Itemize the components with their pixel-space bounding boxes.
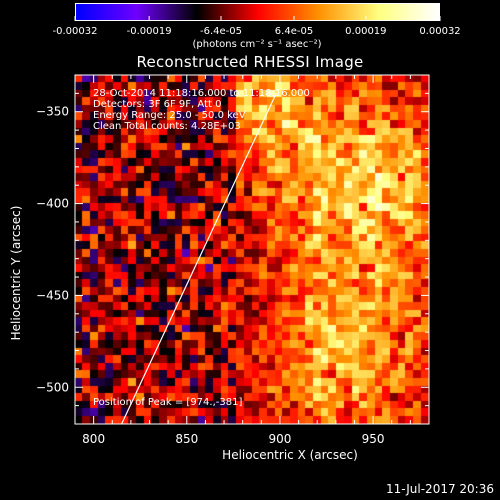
y-tick-label: −350 bbox=[36, 105, 69, 119]
annotation-time-range: 28-Oct-2014 11:18:16.000 to 11:18:16.000 bbox=[93, 88, 310, 99]
x-tick-label: 850 bbox=[175, 432, 198, 446]
x-tick-label: 950 bbox=[362, 432, 385, 446]
colorbar-ticks bbox=[74, 16, 441, 21]
colorbar-tick-label: -0.00019 bbox=[126, 26, 172, 37]
colorbar bbox=[75, 3, 440, 21]
x-axis-label: Heliocentric X (arcsec) bbox=[222, 448, 358, 462]
footer-timestamp: 11-Jul-2017 20:36 bbox=[385, 482, 494, 496]
colorbar-tick-label: -6.4e-05 bbox=[200, 26, 242, 37]
y-tick-label: −500 bbox=[36, 380, 69, 394]
colorbar-tick-label: 0.00032 bbox=[419, 26, 461, 37]
annotation-clean-counts: Clean Total counts: 4.28E+03 bbox=[93, 121, 241, 132]
annotation-detectors: Detectors: 3F 6F 9F, Att 0 bbox=[93, 99, 222, 110]
colorbar-unit-label: (photons cm⁻² s⁻¹ asec⁻²) bbox=[192, 39, 322, 50]
solar-limb-line bbox=[121, 93, 277, 425]
x-tick-label: 900 bbox=[268, 432, 291, 446]
annotation-peak-position: Position of Peak = [974.,-381] bbox=[93, 397, 243, 408]
x-tick-label: 800 bbox=[82, 432, 105, 446]
y-tick-label: −450 bbox=[36, 288, 69, 302]
plot-frame bbox=[74, 74, 430, 425]
colorbar-tick-label: 0.00019 bbox=[345, 26, 387, 37]
colorbar-tick-label: 6.4e-05 bbox=[274, 26, 314, 37]
y-axis-label: Heliocentric Y (arcsec) bbox=[9, 205, 23, 341]
colorbar-tick-label: -0.00032 bbox=[52, 26, 98, 37]
y-tick-label: −400 bbox=[36, 197, 69, 211]
heatmap-image bbox=[75, 75, 429, 424]
chart-title: Reconstructed RHESSI Image bbox=[136, 53, 364, 71]
annotation-energy-range: Energy Range: 25.0 - 50.0 keV bbox=[93, 110, 246, 121]
